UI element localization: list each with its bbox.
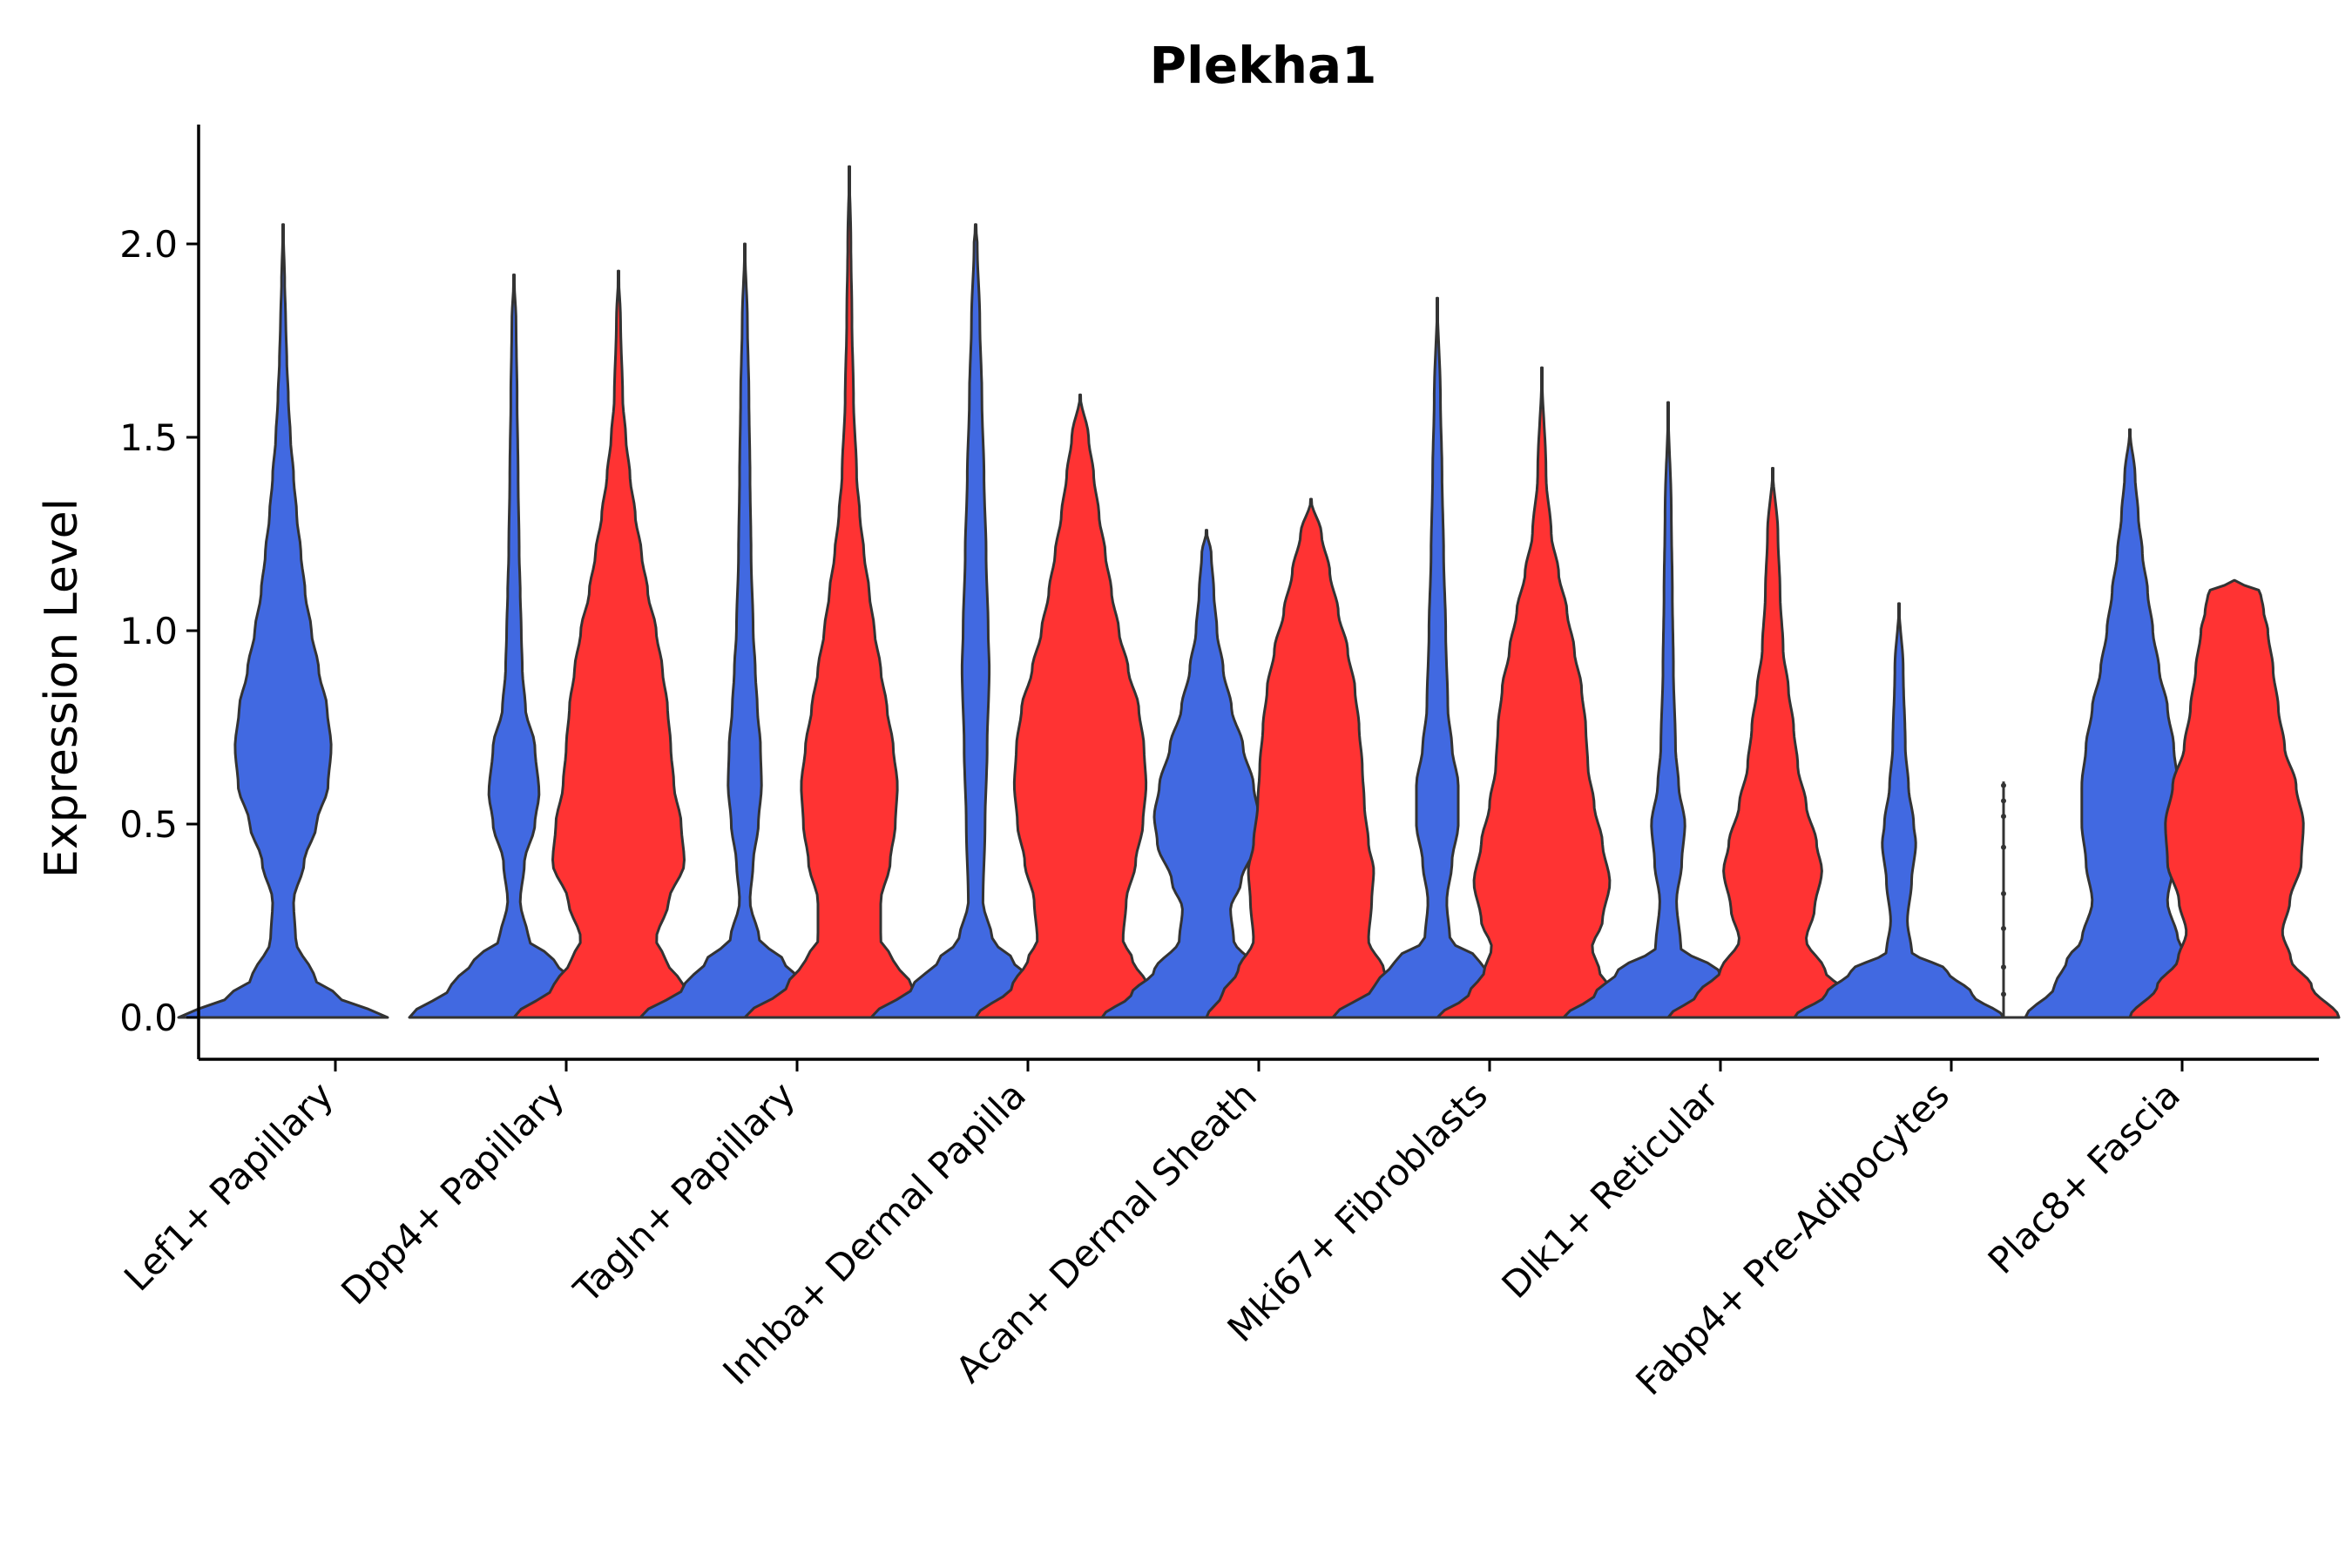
violin-red: [974, 393, 1186, 1019]
violin-red: [2128, 578, 2341, 1019]
x-tick-label: Lef1+ Papillary: [116, 1073, 341, 1299]
violin-blue: [869, 223, 1082, 1019]
violin-point: [2001, 925, 2006, 931]
violin-point: [2001, 964, 2006, 970]
violin-blue: [1793, 602, 2005, 1019]
violin-point: [2001, 798, 2006, 804]
violin-red: [1436, 366, 1648, 1019]
y-axis-label: Expression Level: [36, 498, 88, 878]
violin-blue: [408, 274, 620, 1019]
violin-red: [1666, 467, 1879, 1019]
y-tick-label: 0.5: [119, 803, 178, 846]
violin-point: [2001, 814, 2006, 820]
y-tick-label: 1.5: [119, 416, 178, 459]
x-tick-label: Tagln+ Papillary: [565, 1073, 803, 1311]
violin-blue: [177, 223, 389, 1019]
x-tick-label: Dpp4+ Papillary: [333, 1073, 572, 1313]
x-tick-label: Plac8+ Fascia: [1980, 1073, 2188, 1281]
y-tick-label: 1.0: [119, 610, 178, 652]
y-ticks: 0.0 0.5 1.0 1.5 2.0: [119, 223, 199, 1039]
violin-point: [2001, 890, 2006, 896]
y-tick-label: 0.0: [119, 997, 178, 1039]
violin-red: [743, 165, 956, 1019]
y-tick-label: 2.0: [119, 223, 178, 266]
x-tick-label: Dlk1+ Reticular: [1494, 1073, 1727, 1307]
violin-blue: [1562, 401, 1774, 1019]
violin-blue: [1331, 296, 1544, 1019]
violin-red: [512, 269, 725, 1019]
chart-title: Plekha1: [1149, 36, 1376, 95]
violin-point: [2001, 782, 2006, 788]
x-tick-label: Mki67+ Fibroblasts: [1220, 1073, 1496, 1349]
violin-point: [2001, 844, 2006, 850]
violin-point: [2001, 991, 2006, 997]
violin-group: [177, 165, 2341, 1019]
violin-red: [1205, 497, 1417, 1019]
violin-blue: [639, 242, 851, 1019]
